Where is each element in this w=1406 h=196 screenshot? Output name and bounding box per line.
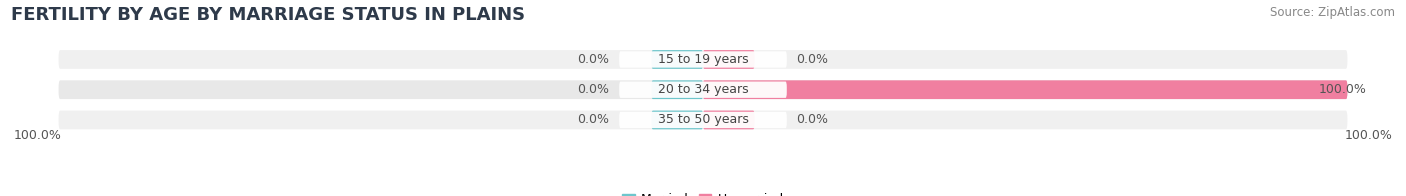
Text: 0.0%: 0.0% — [578, 113, 610, 126]
Text: 100.0%: 100.0% — [14, 129, 62, 142]
Legend: Married, Unmarried: Married, Unmarried — [617, 188, 789, 196]
Text: 0.0%: 0.0% — [578, 53, 610, 66]
Text: Source: ZipAtlas.com: Source: ZipAtlas.com — [1270, 6, 1395, 19]
FancyBboxPatch shape — [619, 82, 787, 98]
FancyBboxPatch shape — [59, 50, 1347, 69]
FancyBboxPatch shape — [59, 80, 1347, 99]
Text: 20 to 34 years: 20 to 34 years — [658, 83, 748, 96]
FancyBboxPatch shape — [651, 80, 703, 99]
FancyBboxPatch shape — [619, 112, 787, 128]
Text: 100.0%: 100.0% — [1319, 83, 1367, 96]
Text: 35 to 50 years: 35 to 50 years — [658, 113, 748, 126]
FancyBboxPatch shape — [651, 111, 703, 129]
FancyBboxPatch shape — [619, 51, 787, 68]
FancyBboxPatch shape — [703, 111, 755, 129]
Text: 15 to 19 years: 15 to 19 years — [658, 53, 748, 66]
FancyBboxPatch shape — [703, 80, 1347, 99]
FancyBboxPatch shape — [703, 50, 755, 69]
Text: 0.0%: 0.0% — [796, 113, 828, 126]
Text: FERTILITY BY AGE BY MARRIAGE STATUS IN PLAINS: FERTILITY BY AGE BY MARRIAGE STATUS IN P… — [11, 6, 526, 24]
Text: 0.0%: 0.0% — [796, 53, 828, 66]
Text: 100.0%: 100.0% — [1344, 129, 1392, 142]
FancyBboxPatch shape — [59, 111, 1347, 129]
FancyBboxPatch shape — [651, 50, 703, 69]
Text: 0.0%: 0.0% — [578, 83, 610, 96]
